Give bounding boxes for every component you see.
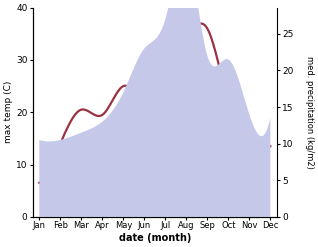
Y-axis label: max temp (C): max temp (C) bbox=[4, 81, 13, 144]
Y-axis label: med. precipitation (kg/m2): med. precipitation (kg/m2) bbox=[305, 56, 314, 169]
X-axis label: date (month): date (month) bbox=[119, 233, 191, 243]
